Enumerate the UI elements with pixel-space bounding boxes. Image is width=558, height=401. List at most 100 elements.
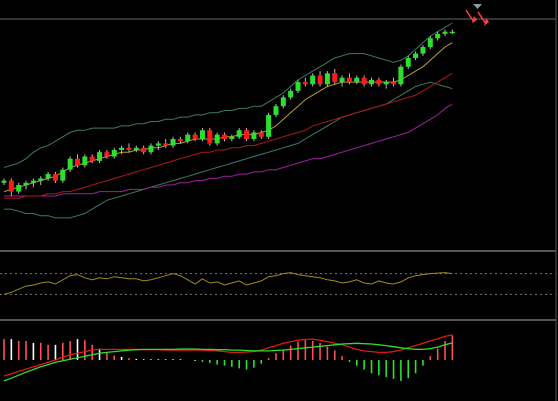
candle [398, 64, 404, 87]
candle [383, 79, 389, 89]
candle [16, 182, 22, 194]
candle [8, 178, 14, 196]
candle-body [8, 180, 14, 192]
candle [280, 95, 286, 109]
candle-body [258, 132, 264, 137]
candle [442, 29, 448, 37]
candle-body [148, 145, 154, 153]
candle [199, 128, 205, 142]
candle-body [346, 77, 352, 83]
candle [148, 143, 154, 155]
candle [405, 55, 411, 69]
candle-body [339, 77, 345, 83]
candle [1, 178, 7, 186]
macd-line [3, 342, 453, 382]
candle-body [119, 147, 125, 150]
candle-body [273, 106, 279, 115]
signal-line [3, 334, 453, 377]
candle-body [383, 82, 389, 85]
candle [251, 130, 257, 142]
candle [133, 145, 139, 153]
candle [273, 103, 279, 118]
candle [222, 132, 227, 142]
candle-body [354, 77, 360, 83]
candle-body [310, 75, 316, 85]
oscillator-panel[interactable] [0, 272, 556, 295]
macd-histogram [3, 335, 454, 381]
candle [177, 136, 183, 144]
candle-body [244, 130, 250, 140]
candle [52, 171, 58, 183]
down-arrow-icon [477, 11, 489, 26]
candle-body [38, 178, 44, 181]
candle-body [413, 53, 419, 58]
candle-body [97, 152, 103, 161]
ma-slow-line [4, 103, 453, 197]
candle [75, 154, 80, 168]
candle [67, 156, 73, 172]
price-panel[interactable] [0, 4, 556, 219]
candle-body [75, 158, 80, 166]
candle-body [398, 66, 404, 85]
candle [89, 154, 95, 164]
candle-body [266, 114, 272, 137]
candle-body [442, 31, 448, 34]
candle [97, 149, 103, 164]
candle [354, 75, 360, 85]
candle-body [52, 174, 58, 181]
candle-body [391, 82, 397, 85]
bollinger-upper-line [3, 22, 453, 168]
candle-body [376, 79, 382, 85]
oscillator-line [3, 272, 453, 295]
candle [170, 136, 176, 148]
candle [155, 141, 161, 150]
macd-panel[interactable] [3, 334, 454, 382]
candle-body [449, 31, 455, 34]
candle [302, 77, 308, 87]
candle-body [133, 147, 139, 150]
candle-body [163, 143, 169, 146]
candle-body [30, 180, 36, 183]
candle-body [207, 130, 213, 144]
candle [244, 128, 250, 142]
candle-body [222, 134, 227, 140]
candlesticks[interactable] [1, 29, 455, 196]
candle-body [104, 152, 110, 157]
ma-mid-line [4, 72, 453, 199]
candle [427, 36, 433, 50]
candle [317, 71, 323, 87]
candle [126, 143, 132, 153]
candle [369, 77, 374, 87]
candle-body [420, 47, 426, 54]
candle [346, 73, 352, 85]
candle-body [324, 73, 330, 85]
candle-body [369, 79, 374, 85]
candle [435, 31, 441, 41]
candle [185, 132, 191, 144]
candle [288, 88, 294, 100]
candle-body [427, 38, 433, 48]
candle [30, 178, 36, 188]
candle-body [280, 97, 286, 107]
candle-body [82, 156, 88, 166]
candle-body [251, 132, 257, 140]
candle-body [141, 147, 147, 153]
candle-body [361, 77, 367, 85]
candle [258, 130, 264, 140]
candle-body [302, 82, 308, 85]
candle-body [236, 130, 242, 137]
candle [141, 145, 147, 155]
candle-body [177, 139, 183, 142]
candle [266, 112, 272, 140]
candle-body [199, 130, 205, 140]
candle [324, 71, 330, 87]
candle-body [16, 185, 22, 192]
candle-body [295, 82, 301, 91]
candle [111, 147, 117, 159]
candle-body [332, 73, 338, 83]
candle-body [229, 136, 235, 140]
candle [60, 167, 66, 183]
